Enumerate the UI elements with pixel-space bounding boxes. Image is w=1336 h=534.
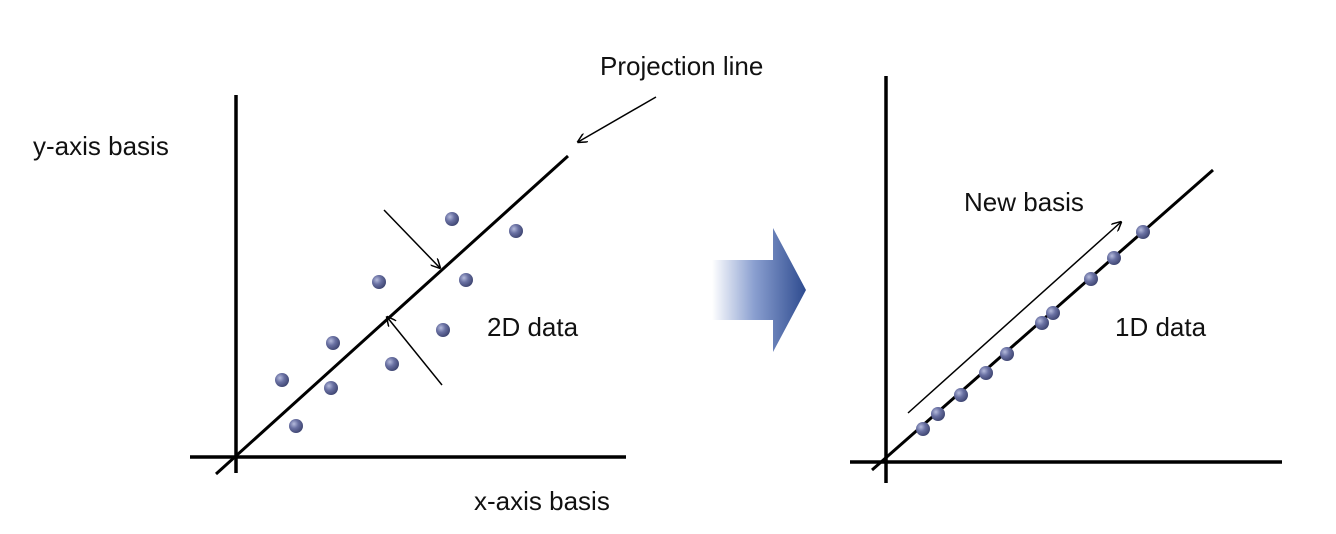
data-point	[445, 212, 459, 226]
new-basis-arrow	[907, 222, 1121, 414]
data-point	[459, 273, 473, 287]
2d-data-label: 2D data	[487, 312, 579, 342]
projected-point	[1035, 316, 1049, 330]
projected-point	[1107, 251, 1121, 265]
projected-point	[979, 366, 993, 380]
data-point	[289, 419, 303, 433]
1d-data-points	[916, 225, 1150, 436]
data-point	[275, 373, 289, 387]
data-point	[385, 357, 399, 371]
projection-line-label: Projection line	[600, 51, 763, 81]
projected-point	[1046, 306, 1060, 320]
projected-point	[931, 407, 945, 421]
projected-point	[916, 422, 930, 436]
left-panel: y-axis basis x-axis basis Projection lin…	[33, 51, 763, 516]
data-point	[436, 323, 450, 337]
new-basis-label: New basis	[964, 187, 1084, 217]
data-point	[326, 336, 340, 350]
2d-data-points	[275, 212, 523, 433]
transition-arrow	[712, 228, 806, 352]
projected-point	[1084, 272, 1098, 286]
data-point	[324, 381, 338, 395]
data-point	[509, 224, 523, 238]
data-point	[372, 275, 386, 289]
projected-point	[1136, 225, 1150, 239]
margin-arrow-lower	[387, 317, 443, 386]
projected-point	[954, 388, 968, 402]
x-axis-label: x-axis basis	[474, 486, 610, 516]
1d-data-label: 1D data	[1115, 312, 1207, 342]
projected-point	[1000, 347, 1014, 361]
y-axis-label: y-axis basis	[33, 131, 169, 161]
margin-arrow-upper	[383, 209, 440, 268]
projection-pointer-arrow	[578, 96, 657, 142]
right-panel: New basis 1D data	[850, 76, 1282, 483]
